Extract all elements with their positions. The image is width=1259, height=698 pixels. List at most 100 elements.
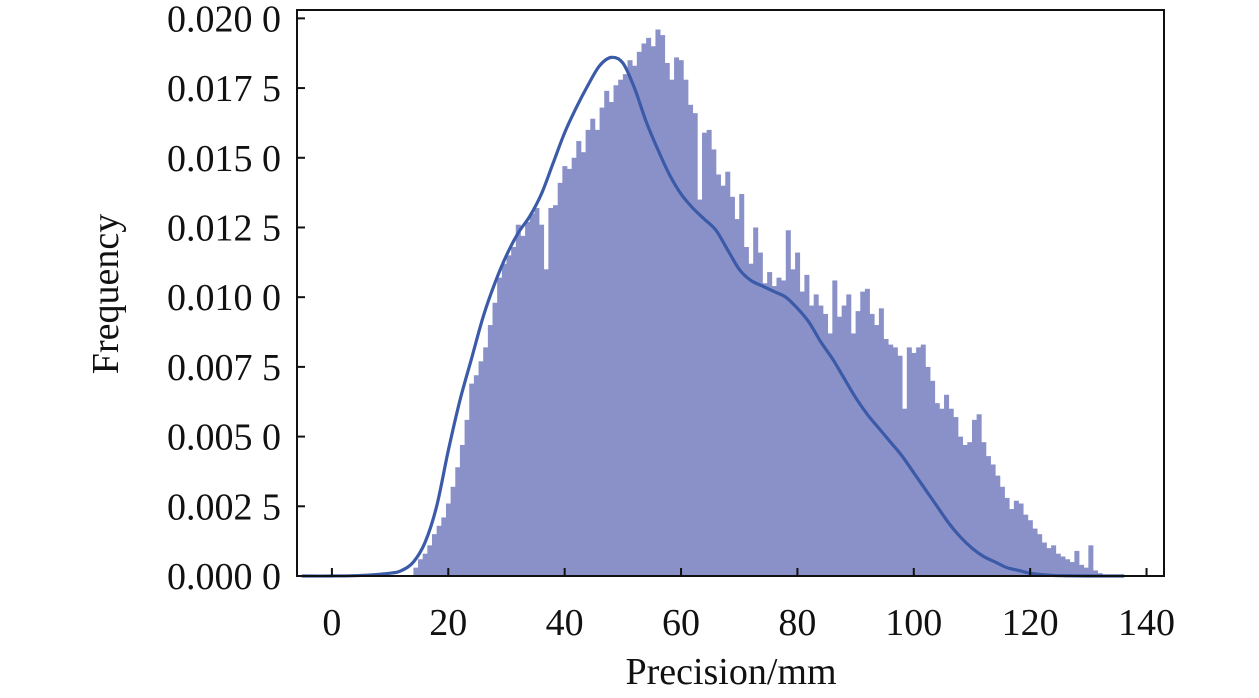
histogram-bar	[1027, 520, 1033, 576]
histogram-bar	[1083, 567, 1089, 576]
histogram-bar	[501, 263, 507, 576]
histogram-bar	[459, 444, 465, 576]
histogram-bar	[846, 294, 852, 576]
y-tick-label: 0.010 0	[167, 277, 281, 319]
histogram-bar	[613, 85, 619, 576]
histogram-bar	[823, 313, 829, 576]
x-axis: 0 20 40 60 80 100 120 140	[322, 568, 1175, 644]
x-axis-title: Precision/mm	[625, 651, 836, 693]
histogram-bar	[515, 224, 521, 576]
x-tick-label: 0	[322, 602, 341, 644]
x-tick-label: 140	[1118, 602, 1175, 644]
histogram-bar	[981, 442, 987, 576]
histogram-bar	[418, 559, 424, 576]
histogram-bar	[911, 352, 917, 576]
y-tick-label: 0.017 5	[167, 68, 281, 110]
histogram-bar	[743, 247, 749, 576]
histogram-bar	[660, 35, 666, 576]
histogram-bar	[785, 230, 791, 576]
density-curve	[301, 55, 1125, 578]
histogram-bar	[520, 235, 526, 576]
histogram-bar	[697, 199, 703, 576]
histogram-bar	[608, 102, 614, 576]
histogram-bar	[473, 375, 479, 576]
histogram-bar	[641, 43, 647, 576]
histogram-bar	[999, 486, 1005, 576]
histogram-bar	[1018, 503, 1024, 576]
histogram-bar	[487, 325, 493, 576]
histogram-bar	[585, 129, 591, 576]
histogram-bar	[990, 464, 996, 576]
histogram-bar	[618, 79, 624, 576]
histogram-bar	[441, 517, 447, 576]
histogram-bar	[539, 224, 545, 576]
histogram-bar	[622, 74, 628, 576]
histogram-bar	[1069, 562, 1075, 576]
histogram-bar	[757, 252, 763, 576]
histogram-bar	[939, 408, 945, 576]
histogram-bar	[553, 205, 559, 577]
histogram-bar	[701, 132, 707, 576]
histogram-bar	[753, 227, 759, 577]
histogram-bar	[883, 339, 889, 576]
histogram-bar	[562, 166, 568, 576]
histogram-bar	[925, 366, 931, 576]
histogram-bar	[809, 305, 815, 576]
histogram-bar	[790, 269, 796, 576]
histogram-bar	[674, 57, 680, 576]
histogram-bar	[916, 347, 922, 576]
histogram-bar	[948, 408, 954, 576]
histogram-bar	[655, 29, 661, 576]
histogram-bar	[566, 168, 572, 576]
histogram-bar	[934, 403, 940, 576]
histogram-bar	[594, 129, 600, 576]
histogram-bar	[850, 333, 856, 576]
histogram-bar	[525, 221, 531, 576]
histogram-bar	[422, 553, 428, 576]
histogram-bar	[432, 534, 438, 576]
histogram-bar	[604, 90, 610, 577]
histogram-bar	[1009, 509, 1015, 576]
histogram-bar	[767, 272, 773, 576]
histogram-bar	[413, 567, 419, 576]
histogram-bar	[976, 414, 982, 576]
histogram-bar	[678, 60, 684, 576]
histogram-bar	[483, 347, 489, 576]
histogram-bar	[1088, 545, 1094, 576]
histogram-bar	[436, 525, 442, 576]
y-axis-title: Frequency	[85, 214, 127, 374]
histogram-bar	[497, 277, 503, 576]
histogram-bar	[469, 383, 475, 576]
histogram-bar	[985, 456, 991, 576]
histogram-bar	[836, 316, 842, 576]
histogram-bar	[902, 408, 908, 576]
histogram-bar	[1079, 564, 1085, 576]
histogram-bar	[646, 37, 652, 576]
histogram-bar	[827, 333, 833, 576]
histogram-bar	[669, 79, 675, 576]
histogram-bar	[692, 113, 698, 576]
histogram-bar	[450, 486, 456, 576]
x-tick-label: 40	[546, 602, 584, 644]
histogram-bar	[795, 252, 801, 576]
histogram-bar	[706, 129, 712, 576]
histogram-bar	[804, 274, 810, 576]
histogram-bar	[818, 305, 824, 576]
histogram-bar	[734, 219, 740, 577]
histogram-bar	[725, 171, 731, 576]
histogram-bar	[506, 255, 512, 577]
histogram-bar	[599, 107, 605, 576]
histogram-bar	[864, 288, 870, 576]
histogram-bar	[953, 417, 959, 576]
histogram-bar	[627, 60, 633, 576]
histogram-bar	[529, 213, 535, 577]
histogram-bar	[464, 419, 470, 576]
histogram-bar	[832, 280, 838, 576]
histogram-bar	[971, 419, 977, 576]
histogram-bar	[1032, 528, 1038, 576]
histogram-bar	[1060, 556, 1066, 576]
plot-frame	[296, 9, 1165, 577]
histogram-bar	[944, 394, 950, 576]
histogram-bar	[534, 207, 540, 576]
